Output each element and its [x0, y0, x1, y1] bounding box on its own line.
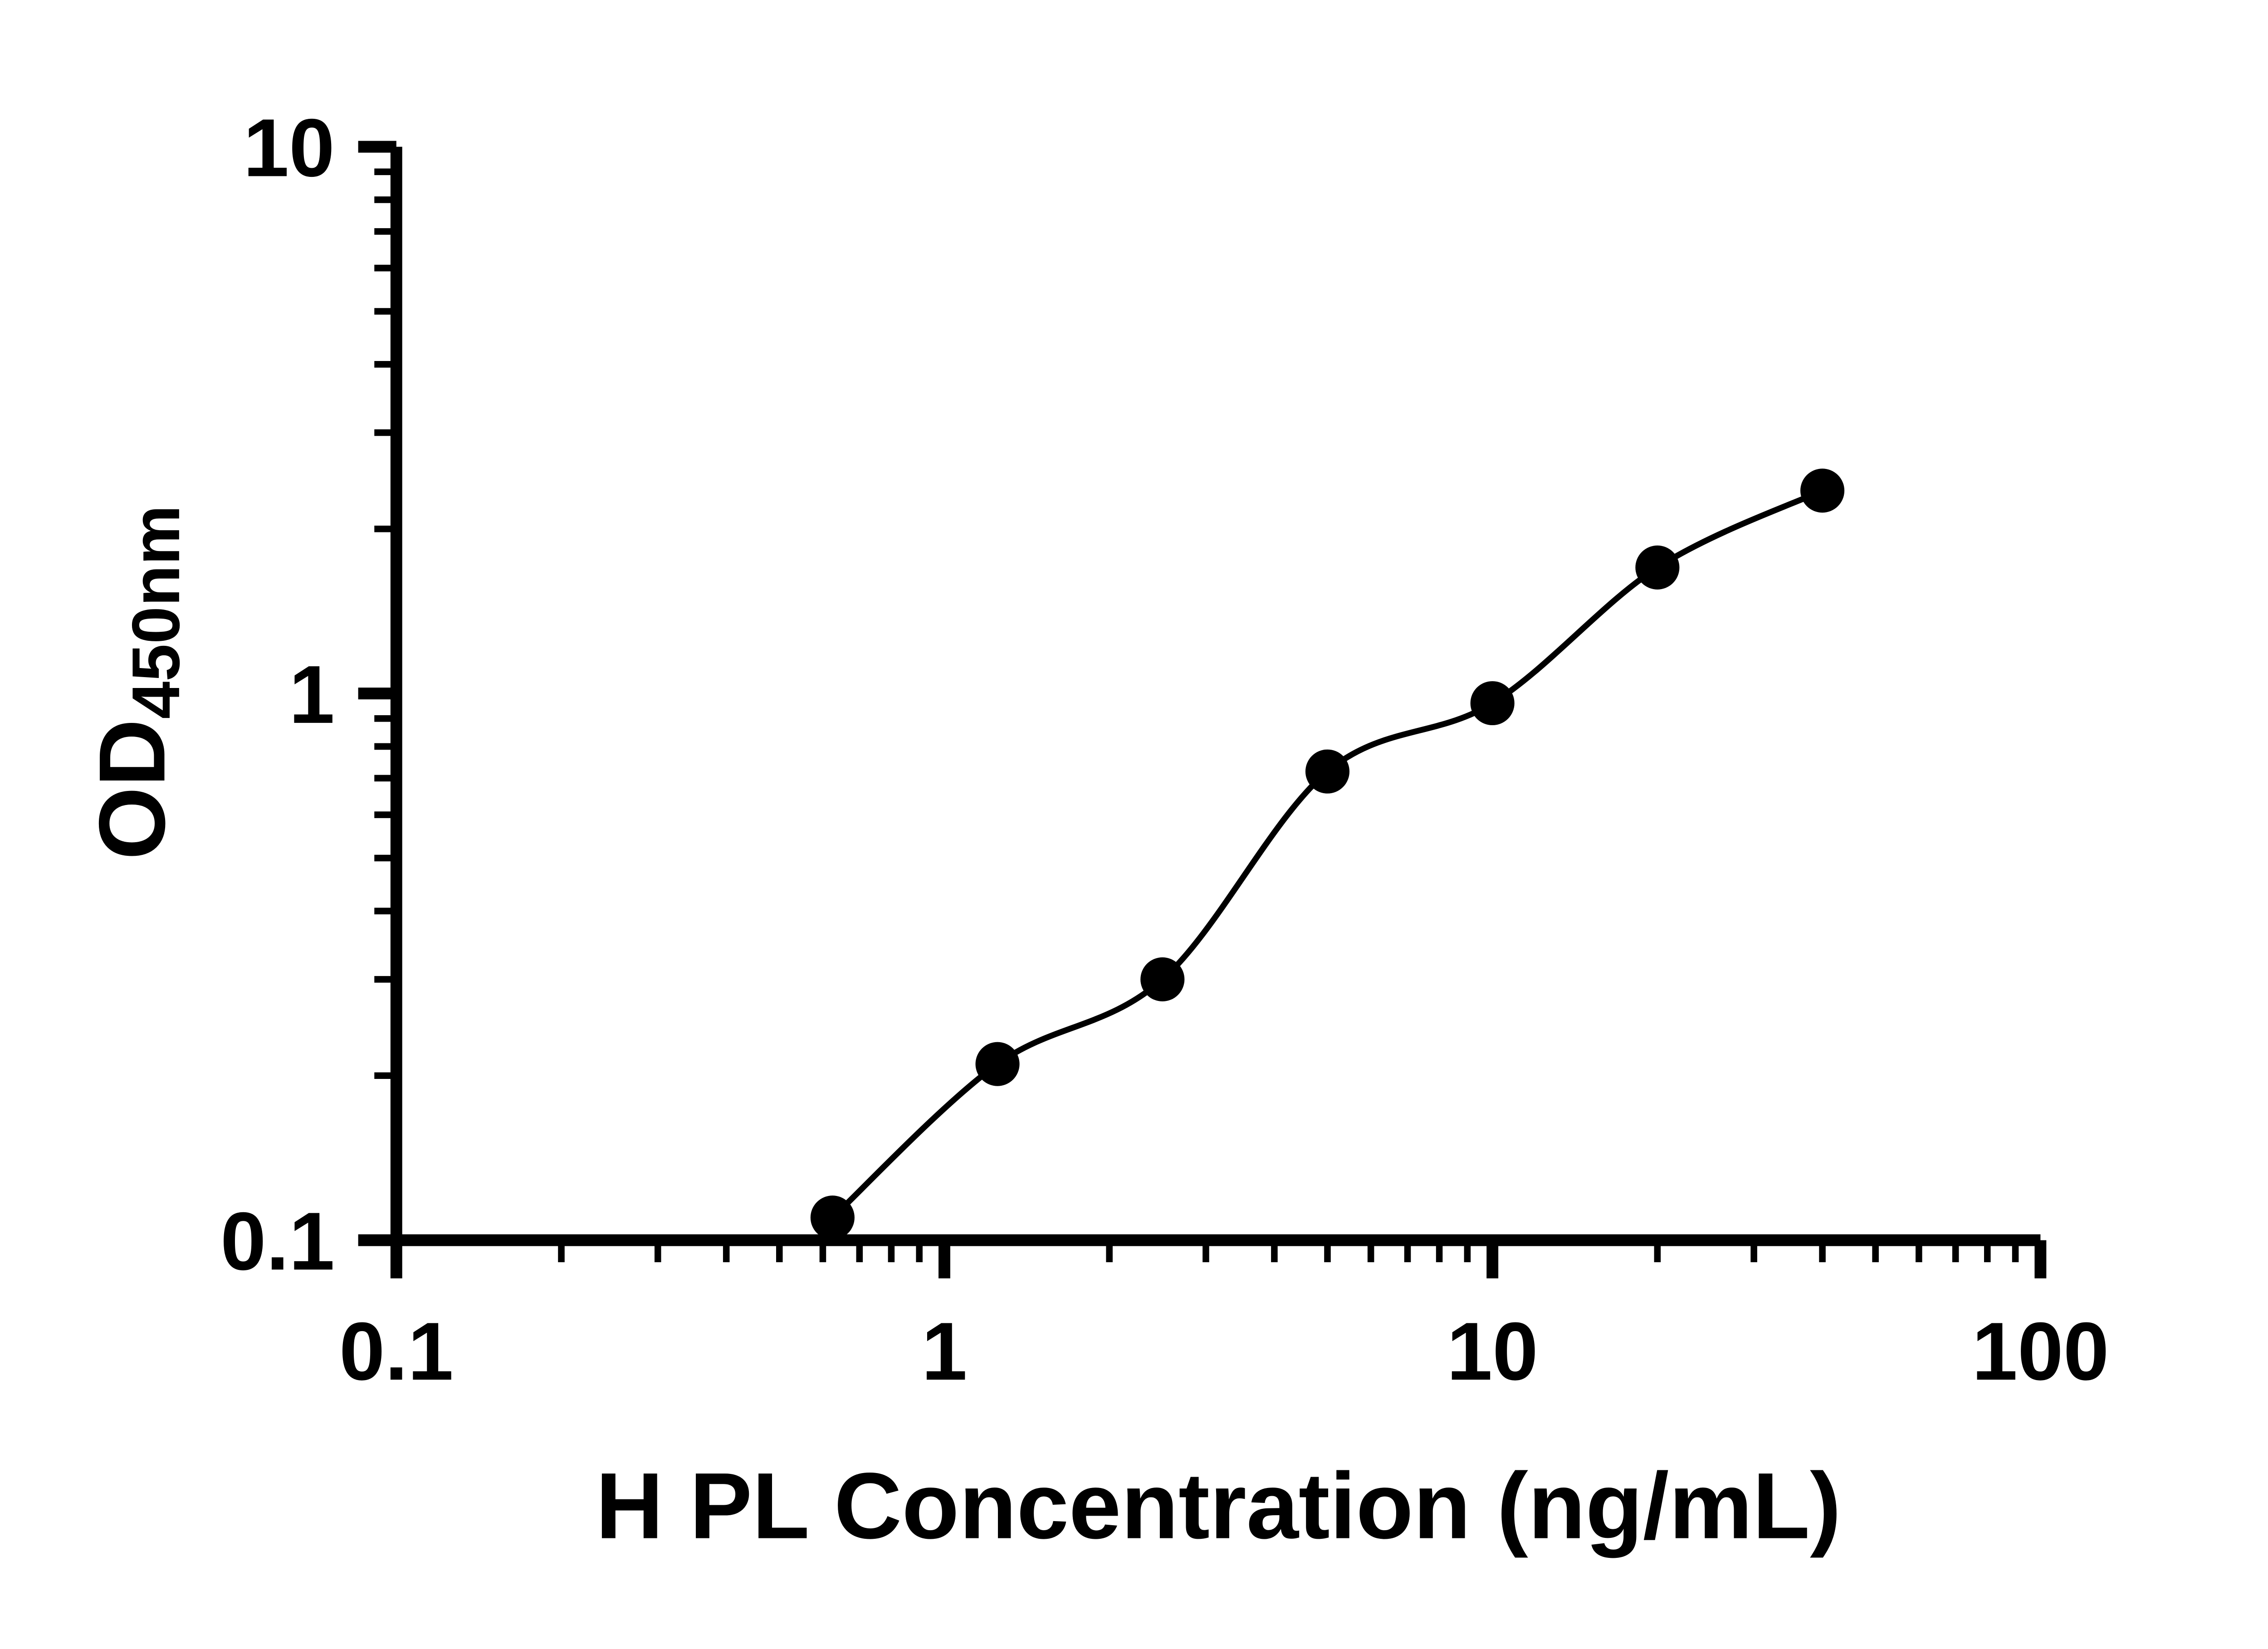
tick-labels: 0.1 1 10 100 0.1 1 10 [220, 102, 2109, 1397]
y-axis-title-text: OD450nm [79, 505, 193, 860]
data-point [1305, 749, 1350, 794]
x-tick-label: 10 [1447, 1306, 1538, 1397]
data-point [1800, 468, 1845, 513]
x-tick-label: 0.1 [339, 1306, 454, 1397]
fitted-curve [830, 488, 1824, 1220]
data-series [810, 468, 1845, 1240]
y-axis-title: OD450nm [79, 505, 193, 860]
data-point [1470, 681, 1515, 726]
axis-lines [390, 146, 2041, 1246]
x-tick-label: 100 [1972, 1306, 2109, 1397]
x-tick-label: 1 [922, 1306, 968, 1397]
data-point [810, 1195, 855, 1240]
y-axis-title-main: OD [79, 719, 184, 860]
x-axis-title: H PL Concentration (ng/mL) [596, 1454, 1841, 1558]
data-point [1140, 957, 1185, 1001]
tick-marks [358, 141, 2047, 1278]
axes [390, 146, 2041, 1246]
y-axis-title-sub: 450nm [118, 505, 194, 719]
y-tick-label: 1 [289, 649, 335, 741]
y-tick-label: 10 [243, 102, 335, 194]
y-tick-label: 0.1 [220, 1195, 335, 1287]
data-point [975, 1042, 1020, 1086]
data-point [1635, 545, 1680, 590]
